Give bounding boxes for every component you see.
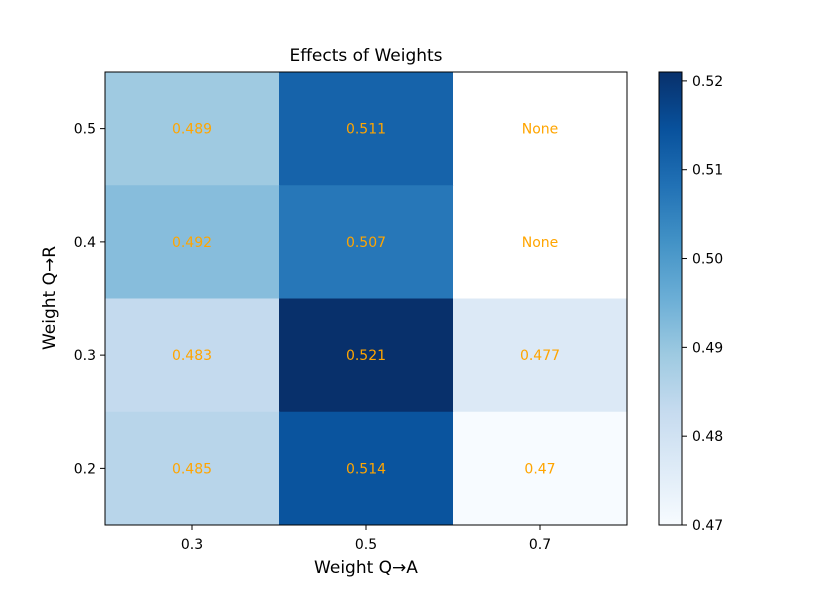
cell-value-label: None [522, 122, 559, 138]
heatmap-cell [279, 72, 454, 186]
cell-value-label: 0.489 [172, 122, 212, 138]
x-axis-label: Weight Q→A [314, 558, 418, 578]
heatmap-cell [453, 185, 628, 299]
colorbar-tick-label: 0.50 [692, 252, 723, 268]
y-tick-label: 0.5 [74, 122, 96, 138]
colorbar [658, 71, 683, 526]
x-tick-label: 0.7 [529, 537, 551, 553]
cell-value-label: None [522, 235, 559, 251]
y-axis-ticks: 0.5 0.4 0.3 0.2 [74, 122, 105, 477]
colorbar-tick-label: 0.49 [692, 340, 723, 356]
heatmap-cell [105, 72, 280, 186]
heatmap-cell [453, 411, 628, 526]
x-axis-ticks: 0.3 0.5 0.7 [181, 525, 551, 553]
cell-value-label: 0.511 [346, 122, 386, 138]
colorbar-tick-label: 0.52 [692, 74, 723, 90]
heatmap-cell [105, 298, 280, 413]
cell-value-label: 0.521 [346, 348, 386, 364]
cell-value-label: 0.47 [524, 461, 555, 477]
cell-value-label: 0.492 [172, 235, 212, 251]
x-tick-label: 0.3 [181, 537, 203, 553]
colorbar-tick-label: 0.51 [692, 163, 723, 179]
y-axis-label: Weight Q→R [40, 246, 60, 350]
cell-value-label: 0.514 [346, 461, 386, 477]
x-tick-label: 0.5 [355, 537, 377, 553]
heatmap-cell-labels: 0.489 0.511 None 0.492 0.507 None 0.483 0.521 0.… [172, 122, 560, 478]
y-tick-label: 0.3 [74, 348, 96, 364]
colorbar-ticks: 0.47 0.48 0.49 0.50 0.51 0.52 [682, 74, 723, 534]
cell-value-label: 0.483 [172, 348, 212, 364]
heatmap-cell [105, 411, 280, 526]
heatmap-cell [453, 72, 628, 186]
heatmap-cell [279, 411, 454, 526]
y-tick-label: 0.4 [74, 235, 96, 251]
heatmap-cell [105, 185, 280, 299]
colorbar-tick-label: 0.47 [692, 518, 723, 534]
chart-title: Effects of Weights [289, 46, 442, 66]
heatmap-cell [279, 185, 454, 299]
cell-value-label: 0.485 [172, 461, 212, 477]
cell-value-label: 0.507 [346, 235, 386, 251]
heatmap-cell [453, 298, 628, 413]
cell-value-label: 0.477 [520, 348, 560, 364]
heatmap-cells [105, 72, 628, 526]
y-tick-label: 0.2 [74, 461, 96, 477]
heatmap-cell [279, 298, 454, 413]
colorbar-tick-label: 0.48 [692, 429, 723, 445]
